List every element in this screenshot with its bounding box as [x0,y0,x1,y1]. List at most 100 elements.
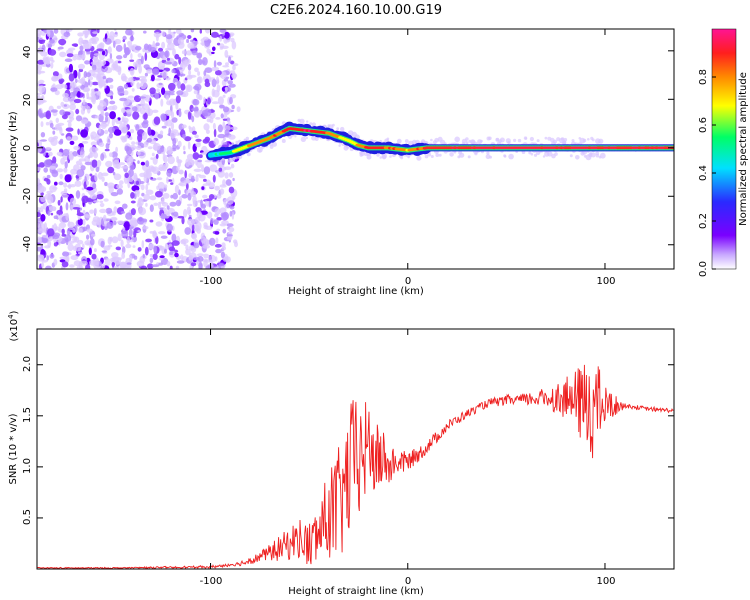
noise-speckle [109,52,113,60]
noise-speckle [70,168,78,175]
noise-speckle [191,232,197,240]
noise-speckle [81,195,89,204]
ridge-halo [489,155,492,159]
noise-speckle [113,173,122,181]
noise-speckle [82,42,90,50]
noise-speckle [90,238,95,246]
noise-speckle [40,121,44,128]
noise-speckle [115,44,123,52]
noise-speckle [124,172,129,179]
noise-speckle [93,248,97,253]
noise-speckle [232,63,239,67]
ridge-halo [513,138,517,142]
noise-speckle [98,124,101,134]
ridge-halo [553,139,557,144]
noise-speckle [56,168,64,173]
noise-speckle [126,262,132,265]
noise-speckle [37,95,41,102]
noise-speckle [64,161,68,169]
noise-speckle [211,101,220,105]
noise-speckle [58,79,64,85]
noise-speckle [220,251,225,259]
noise-speckle [196,52,203,59]
noise-speckle [172,48,176,57]
noise-speckle [210,31,219,38]
noise-speckle [121,165,129,169]
noise-speckle [69,97,77,105]
top-ytick-label: -40 [22,236,33,252]
noise-speckle [185,182,189,190]
noise-speckle [81,39,89,43]
noise-speckle [160,114,167,122]
noise-speckle [196,160,202,169]
noise-speckle [194,67,199,73]
noise-speckle [54,123,60,131]
noise-speckle [64,84,68,89]
noise-speckle [174,252,179,258]
noise-speckle [46,255,49,261]
noise-speckle [219,184,227,188]
noise-speckle [215,70,222,76]
noise-speckle [221,246,227,251]
ridge-halo [379,156,383,159]
noise-speckle [146,137,152,143]
noise-speckle [58,38,67,46]
noise-speckle [176,70,181,77]
noise-speckle [185,84,193,93]
noise-speckle [78,63,85,70]
noise-speckle [115,246,122,251]
noise-speckle [196,253,204,257]
noise-speckle [150,74,155,82]
noise-speckle [229,210,233,217]
noise-speckle [161,198,165,205]
noise-speckle [175,102,179,110]
noise-speckle [69,140,75,145]
noise-speckle [188,173,192,179]
noise-speckle [84,155,90,164]
noise-speckle [46,190,53,194]
noise-speckle [191,40,199,46]
noise-speckle [101,50,106,56]
noise-speckle [219,104,225,109]
bottom-ytick-label: 2.0 [22,356,33,372]
noise-speckle [175,95,181,104]
noise-speckle [140,98,145,108]
noise-speckle [90,81,93,86]
noise-speckle [164,162,169,168]
noise-speckle [74,180,82,187]
noise-speckle [139,81,148,90]
ridge-halo [430,155,434,158]
ridge-halo [480,139,483,143]
colorbar: 0.0 0.2 0.4 0.6 0.8 Normalized spectral … [698,28,749,277]
noise-speckle [105,160,113,168]
noise-speckle [226,236,232,241]
ridge-halo [587,138,590,141]
noise-speckle [38,37,43,40]
noise-speckle [102,76,107,80]
noise-speckle [77,251,83,255]
noise-speckle [104,112,110,117]
ridge-halo [467,155,471,159]
ridge-halo [503,154,507,158]
noise-speckle [195,138,202,142]
noise-speckle [69,82,75,92]
noise-speckle [202,194,208,199]
noise-speckle [37,108,42,117]
noise-speckle [171,240,180,246]
noise-speckle [172,211,179,217]
noise-speckle [101,176,105,182]
noise-speckle [196,93,201,100]
noise-speckle [72,207,81,210]
noise-speckle [233,239,238,244]
noise-speckle [214,208,221,215]
noise-speckle [131,88,135,92]
noise-speckle [113,129,122,136]
noise-speckle [128,168,134,177]
ridge-halo [465,137,469,141]
noise-speckle [89,146,98,155]
noise-speckle [107,236,112,245]
noise-speckle [96,194,104,200]
ridge-halo [389,155,392,158]
noise-speckle [80,260,88,266]
noise-speckle [223,166,232,170]
